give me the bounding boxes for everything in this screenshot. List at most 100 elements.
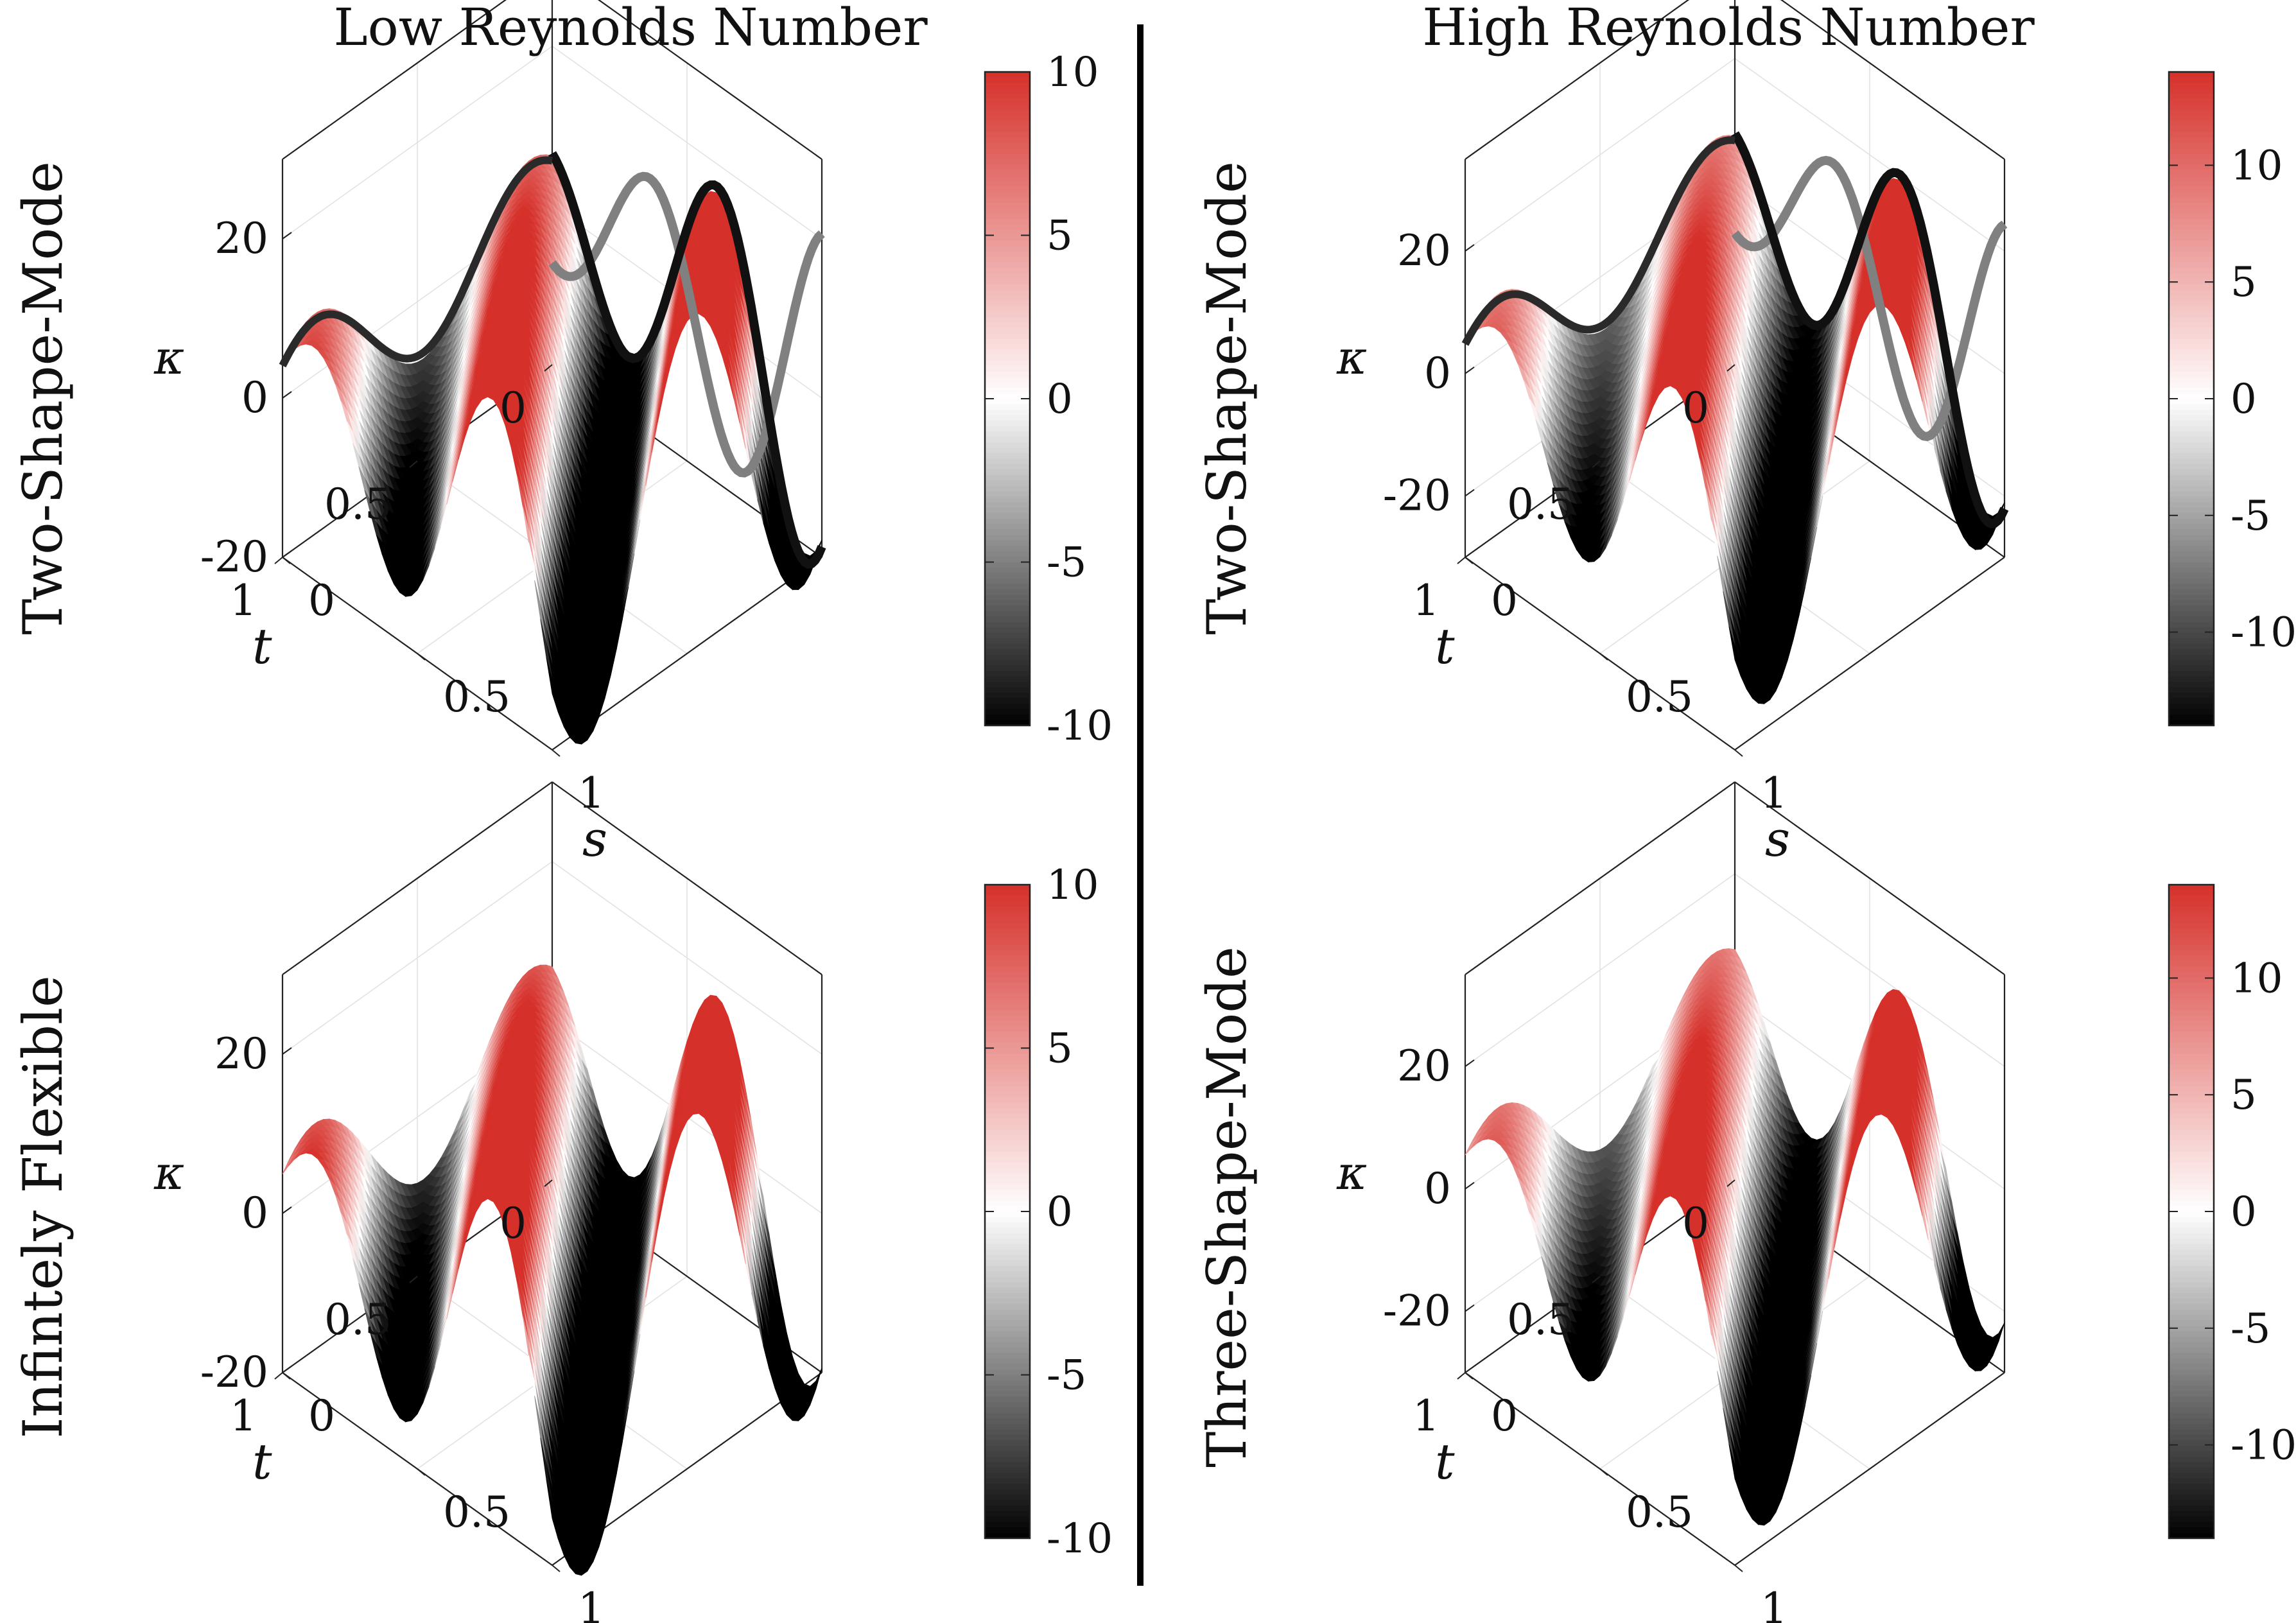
- surface: [282, 964, 822, 1576]
- colorbar-segment: [2169, 518, 2214, 525]
- colorbar-segment: [2169, 431, 2214, 438]
- colorbar-segment: [985, 458, 1030, 465]
- colorbar-segment: [985, 578, 1030, 585]
- colorbar-segment: [985, 164, 1030, 171]
- colorbar-segment: [985, 638, 1030, 645]
- colorbar-segment: [985, 290, 1030, 296]
- colorbar-segment: [2169, 567, 2214, 574]
- colorbar-segment: [2169, 437, 2214, 443]
- colorbar-segment: [985, 121, 1030, 127]
- colorbar-segment: [985, 153, 1030, 160]
- colorbar-segment: [2169, 197, 2214, 204]
- colorbar-segment: [2169, 638, 2214, 645]
- colorbar-segment: [985, 208, 1030, 214]
- s-tick: [1465, 557, 1474, 564]
- colorbar-tick-label: -5: [1047, 539, 1086, 587]
- colorbar-segment: [985, 306, 1030, 313]
- colorbar-segment: [985, 186, 1030, 193]
- colorbar-segment: [985, 693, 1030, 699]
- colorbar-tick-label: 0: [1047, 376, 1073, 423]
- colorbar-segment: [2169, 660, 2214, 666]
- colorbar-segment: [2169, 611, 2214, 618]
- t-tick: [274, 557, 283, 564]
- colorbar-segment: [985, 322, 1030, 329]
- colorbar-segment: [2169, 682, 2214, 688]
- colorbar-tick-label: -10: [1047, 702, 1113, 750]
- colorbar-tick-label: -5: [2231, 492, 2270, 540]
- s-tick-label: 0.5: [1626, 672, 1693, 722]
- colorbar-segment: [985, 344, 1030, 351]
- colorbar-segment: [985, 682, 1030, 688]
- colorbar-segment: [2169, 693, 2214, 699]
- colorbar-segment: [985, 491, 1030, 498]
- colorbar-segment: [985, 213, 1030, 220]
- colorbar-segment: [2169, 600, 2214, 607]
- colorbar-segment: [985, 257, 1030, 263]
- colorbar-segment: [2169, 300, 2214, 307]
- colorbar-segment: [985, 513, 1030, 519]
- colorbar-segment: [2169, 148, 2214, 155]
- colorbar-segment: [985, 169, 1030, 177]
- colorbar-segment: [2169, 132, 2214, 138]
- colorbar-segment: [985, 518, 1030, 525]
- colorbar-segment: [985, 442, 1030, 449]
- colorbar-segment: [2169, 371, 2214, 378]
- colorbar-segment: [985, 567, 1030, 574]
- colorbar-segment: [2169, 257, 2214, 263]
- t-axis-label: t: [1435, 618, 1455, 675]
- s-tick-label: 0.5: [443, 672, 510, 722]
- colorbar-segment: [985, 93, 1030, 100]
- colorbar-segment: [985, 535, 1030, 541]
- colorbar-segment: [2169, 333, 2214, 340]
- colorbar-segment: [2169, 649, 2214, 655]
- colorbar-segment: [2169, 485, 2214, 492]
- colorbar-segment: [2169, 344, 2214, 351]
- colorbar-segment: [985, 382, 1030, 389]
- z-tick: [1465, 367, 1475, 374]
- colorbar-segment: [2169, 377, 2214, 383]
- colorbar-segment: [985, 671, 1030, 677]
- colorbar-segment: [985, 300, 1030, 307]
- colorbar-segment: [985, 687, 1030, 694]
- colorbar-segment: [985, 551, 1030, 558]
- colorbar-segment: [2169, 502, 2214, 508]
- colorbar-segment: [2169, 273, 2214, 280]
- colorbar-segment: [2169, 169, 2214, 177]
- colorbar-segment: [985, 540, 1030, 547]
- colorbar-segment: [985, 709, 1030, 716]
- colorbar-segment: [985, 573, 1030, 579]
- colorbar-segment: [2169, 676, 2214, 683]
- colorbar-segment: [985, 366, 1030, 372]
- colorbar-segment: [2169, 110, 2214, 116]
- colorbar-segment: [985, 355, 1030, 361]
- colorbar-segment: [985, 600, 1030, 607]
- axis-box-edge: [597, 0, 822, 160]
- colorbar-segment: [985, 88, 1030, 94]
- colorbar-segment: [2169, 175, 2214, 182]
- colorbar-segment: [985, 404, 1030, 410]
- colorbar-segment: [2169, 382, 2214, 389]
- colorbar-segment: [2169, 589, 2214, 596]
- colorbar-segment: [985, 409, 1030, 416]
- z-tick: [1465, 244, 1475, 252]
- colorbar-segment: [985, 262, 1030, 269]
- t-tick-label: 0: [1682, 383, 1709, 433]
- colorbar-segment: [2169, 447, 2214, 454]
- colorbar-segment: [2169, 507, 2214, 514]
- z-tick-label: -20: [1383, 471, 1451, 521]
- t-tick-label: 0.5: [324, 480, 392, 529]
- colorbar-segment: [985, 584, 1030, 590]
- s-tick-label: 0: [1491, 576, 1518, 625]
- colorbar-segment: [985, 524, 1030, 530]
- colorbar-segment: [2169, 355, 2214, 361]
- colorbar-segment: [985, 180, 1030, 187]
- colorbar-segment: [985, 616, 1030, 623]
- z-tick-label: 20: [214, 214, 268, 263]
- colorbar-segment: [985, 77, 1030, 83]
- colorbar-segment: [2169, 540, 2214, 547]
- colorbar-segment: [2169, 143, 2214, 149]
- colorbar-segment: [2169, 496, 2214, 503]
